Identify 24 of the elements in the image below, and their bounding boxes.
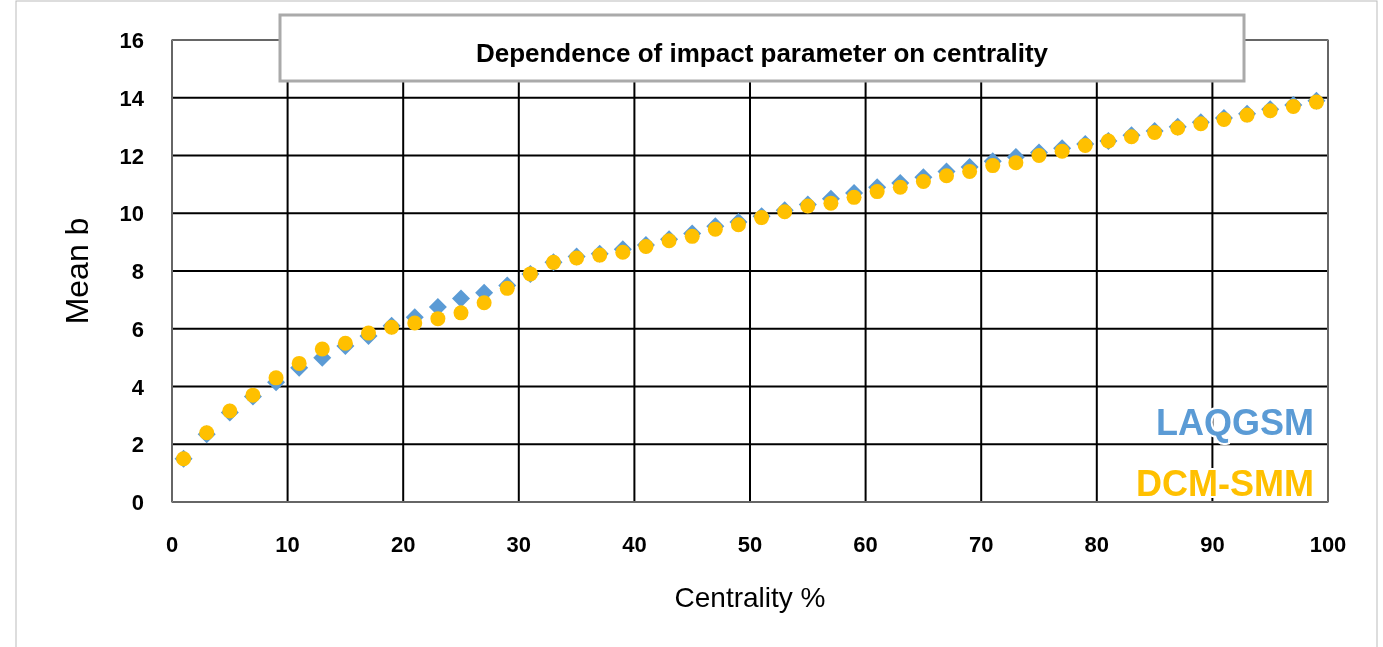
x-tick-label: 60 [853,532,878,557]
x-tick-label: 80 [1084,532,1110,557]
chart-title: Dependence of impact parameter on centrality [475,38,1049,68]
x-tick-label: 10 [275,532,300,557]
y-tick-label: 10 [119,201,144,227]
x-axis-title: Centrality % [674,582,826,613]
title-box: Dependence of impact parameter on centrality [278,13,1246,83]
x-tick-label: 50 [737,532,763,557]
x-tick-label: 0 [165,532,179,557]
x-tick-label: 100 [1309,532,1347,557]
x-tick-label: 90 [1200,532,1225,557]
y-tick-label: 4 [131,374,145,400]
x-tick-label: 30 [506,532,532,557]
y-tick-label: 2 [131,432,144,458]
x-tick-label: 70 [968,532,994,557]
y-tick-label: 8 [131,259,144,284]
x-tick-label: 40 [622,532,647,557]
y-tick-label: 14 [119,85,145,111]
y-axis-title: Mean b [59,217,95,325]
y-tick-label: 6 [131,316,144,342]
y-tick-label: 16 [119,28,144,53]
x-tick-label: 20 [390,532,416,557]
y-tick-label: 12 [119,143,144,169]
y-tick-label: 0 [131,490,144,515]
